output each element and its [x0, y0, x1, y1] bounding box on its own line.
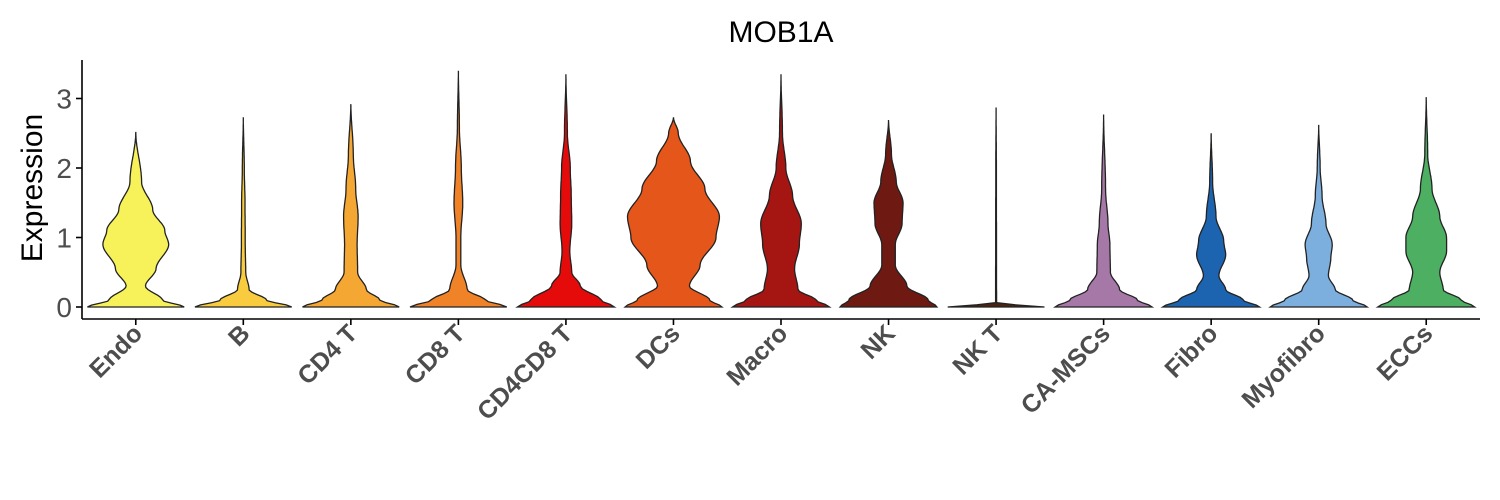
x-tick-label: DCs [631, 319, 686, 374]
x-tick-label: B [223, 319, 256, 352]
violin-cd4cd8-t [515, 74, 617, 308]
x-tick-label: CD8 T [400, 319, 471, 390]
x-tick-label: CA-MSCs [1016, 319, 1116, 419]
y-tick-label: 0 [56, 292, 72, 323]
y-tick-label: 3 [56, 84, 72, 115]
violin-nk-t [947, 107, 1045, 308]
x-tick-label: CD4 T [292, 319, 363, 390]
violin-myofibro [1268, 124, 1370, 308]
violin-endo [87, 131, 185, 308]
x-tick-label: ECCs [1372, 319, 1439, 386]
chart-title: MOB1A [728, 16, 833, 49]
violin-dcs [623, 117, 724, 308]
x-tick-label: Fibro [1159, 319, 1223, 383]
violin-ca-mscs [1052, 114, 1155, 308]
y-tick-label: 2 [56, 153, 72, 184]
violin-fibro [1160, 133, 1262, 308]
x-tick-label: CD4CD8 T [472, 319, 578, 425]
y-tick-label: 1 [56, 223, 72, 254]
y-axis-label: Expression [16, 114, 49, 262]
violin-macro [730, 74, 832, 308]
x-tick-label: NK T [947, 319, 1008, 380]
y-axis-ticks: 0 1 2 3 [56, 84, 82, 323]
violin-nk [838, 119, 939, 308]
x-axis-ticks: Endo B CD4 T CD8 T CD4CD8 T DCs Macro NK NK T CA-… [84, 319, 1438, 426]
x-tick-label: Endo [84, 319, 148, 383]
violins-group [87, 70, 1477, 308]
x-tick-label: Myofibro [1237, 319, 1331, 413]
x-tick-label: NK [855, 319, 900, 364]
violin-cd4-t [302, 104, 400, 308]
violin-eccs [1375, 97, 1477, 308]
violin-b [194, 117, 292, 308]
x-tick-label: Macro [721, 319, 793, 391]
violin-cd8-t [409, 70, 508, 308]
